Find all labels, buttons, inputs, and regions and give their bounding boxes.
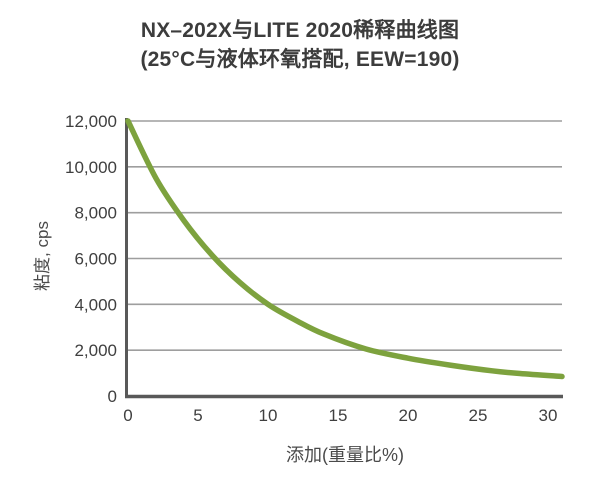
- x-tick-label: 15: [329, 406, 348, 425]
- x-tick-label: 25: [469, 406, 488, 425]
- y-tick-label: 6,000: [74, 250, 117, 269]
- y-tick-label: 10,000: [65, 158, 117, 177]
- y-tick-label: 12,000: [65, 112, 117, 131]
- chart-title-line2: (25°C与液体环氧搭配, EEW=190): [140, 48, 460, 71]
- x-tick-label: 30: [539, 406, 558, 425]
- y-tick-label: 2,000: [74, 341, 117, 360]
- x-tick-label: 10: [259, 406, 278, 425]
- x-axis-title: 添加(重量比%): [286, 445, 404, 465]
- y-tick-label: 8,000: [74, 204, 117, 223]
- chart-title: NX–202X与LITE 2020稀释曲线图 (25°C与液体环氧搭配, EEW…: [0, 16, 600, 74]
- x-tick-label: 0: [123, 406, 132, 425]
- x-tick-label: 5: [193, 406, 202, 425]
- chart-title-line1: NX–202X与LITE 2020稀释曲线图: [140, 19, 460, 42]
- y-tick-label: 4,000: [74, 295, 117, 314]
- y-tick-label: 0: [108, 387, 117, 406]
- x-tick-label: 20: [399, 406, 418, 425]
- dilution-curve: [125, 118, 565, 380]
